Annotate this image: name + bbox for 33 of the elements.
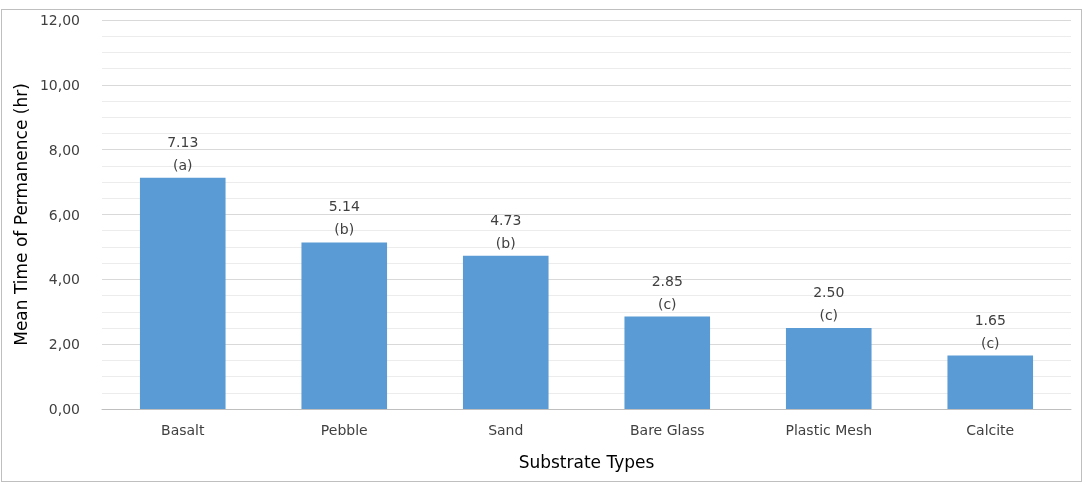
x-tick-label: Pebble (320, 422, 368, 438)
annotation: (c) (980, 334, 1000, 351)
data-label: 2.50 (813, 283, 845, 300)
data-label: 4.73 (490, 211, 522, 228)
data-label: 2.85 (651, 272, 683, 289)
annotation: (c) (819, 306, 839, 323)
x-tick-label: Calcite (966, 422, 1015, 438)
y-tick-label: 12,00 (39, 12, 80, 28)
y-tick-label: 4,00 (48, 271, 80, 288)
y-tick-label: 8,00 (48, 141, 80, 158)
y-tick-label: 2,00 (48, 336, 80, 353)
x-tick-label: Sand (488, 422, 524, 438)
x-tick-label: Bare Glass (629, 422, 705, 438)
y-tick-label: 10,00 (39, 76, 80, 93)
x-tick-label: Basalt (161, 422, 205, 438)
bar (301, 242, 388, 409)
annotation: (a) (172, 156, 193, 173)
bar (624, 316, 711, 409)
annotation: (c) (657, 295, 677, 312)
data-label: 1.65 (974, 311, 1006, 328)
y-axis-title: Mean Time of Permanence (hr) (10, 83, 31, 346)
data-label: 5.14 (328, 198, 360, 215)
bar (139, 177, 226, 409)
y-tick-label: 0,00 (48, 401, 80, 417)
annotation: (b) (334, 221, 355, 238)
x-axis-title: Substrate Types (518, 451, 655, 472)
bar (462, 255, 549, 409)
x-tick-label: Plastic Mesh (785, 422, 873, 438)
data-label: 7.13 (167, 133, 199, 150)
y-tick-label: 6,00 (48, 206, 80, 223)
annotation: (b) (495, 234, 516, 251)
bar (785, 327, 872, 409)
bar (947, 355, 1034, 409)
